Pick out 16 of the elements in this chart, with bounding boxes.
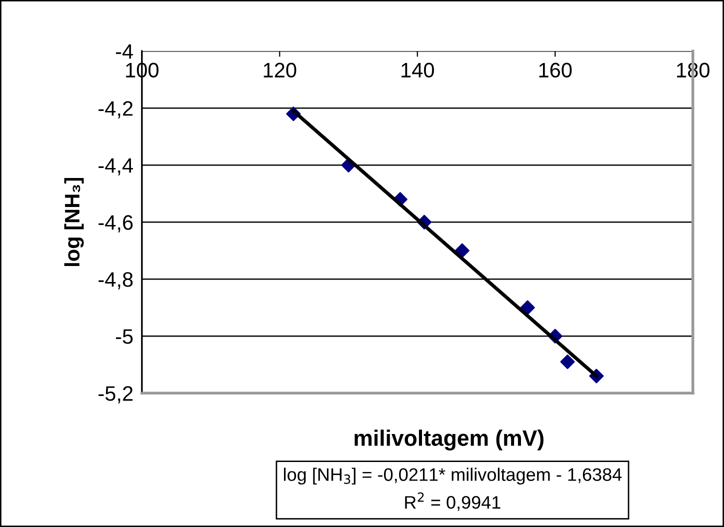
y-tick-label: -4,4 (98, 158, 133, 176)
y-tick-label: -5 (116, 329, 133, 344)
x-tick-label: 120 (264, 62, 296, 78)
y-tick-label: -4 (116, 44, 133, 59)
point (520, 300, 535, 315)
x-axis-title: milivoltagem (mV) (354, 430, 544, 450)
point (454, 243, 470, 258)
text: log [NH$_{3}$] = -0,0211* milivoltagem - 1,6384 R$^{2}$ = 0,9941 (284, 468, 622, 511)
y-tick-label: -4,8 (98, 272, 133, 290)
x-tick-label: 140 (402, 62, 434, 78)
y-axis-title: log [NH₃] (64, 178, 84, 266)
y-tick-label: -4,2 (98, 101, 133, 118)
point (560, 354, 575, 370)
y-tick-label: -5,2 (98, 386, 133, 404)
y-tick-label: -4,6 (98, 215, 133, 232)
x-tick-label: 160 (539, 62, 572, 78)
